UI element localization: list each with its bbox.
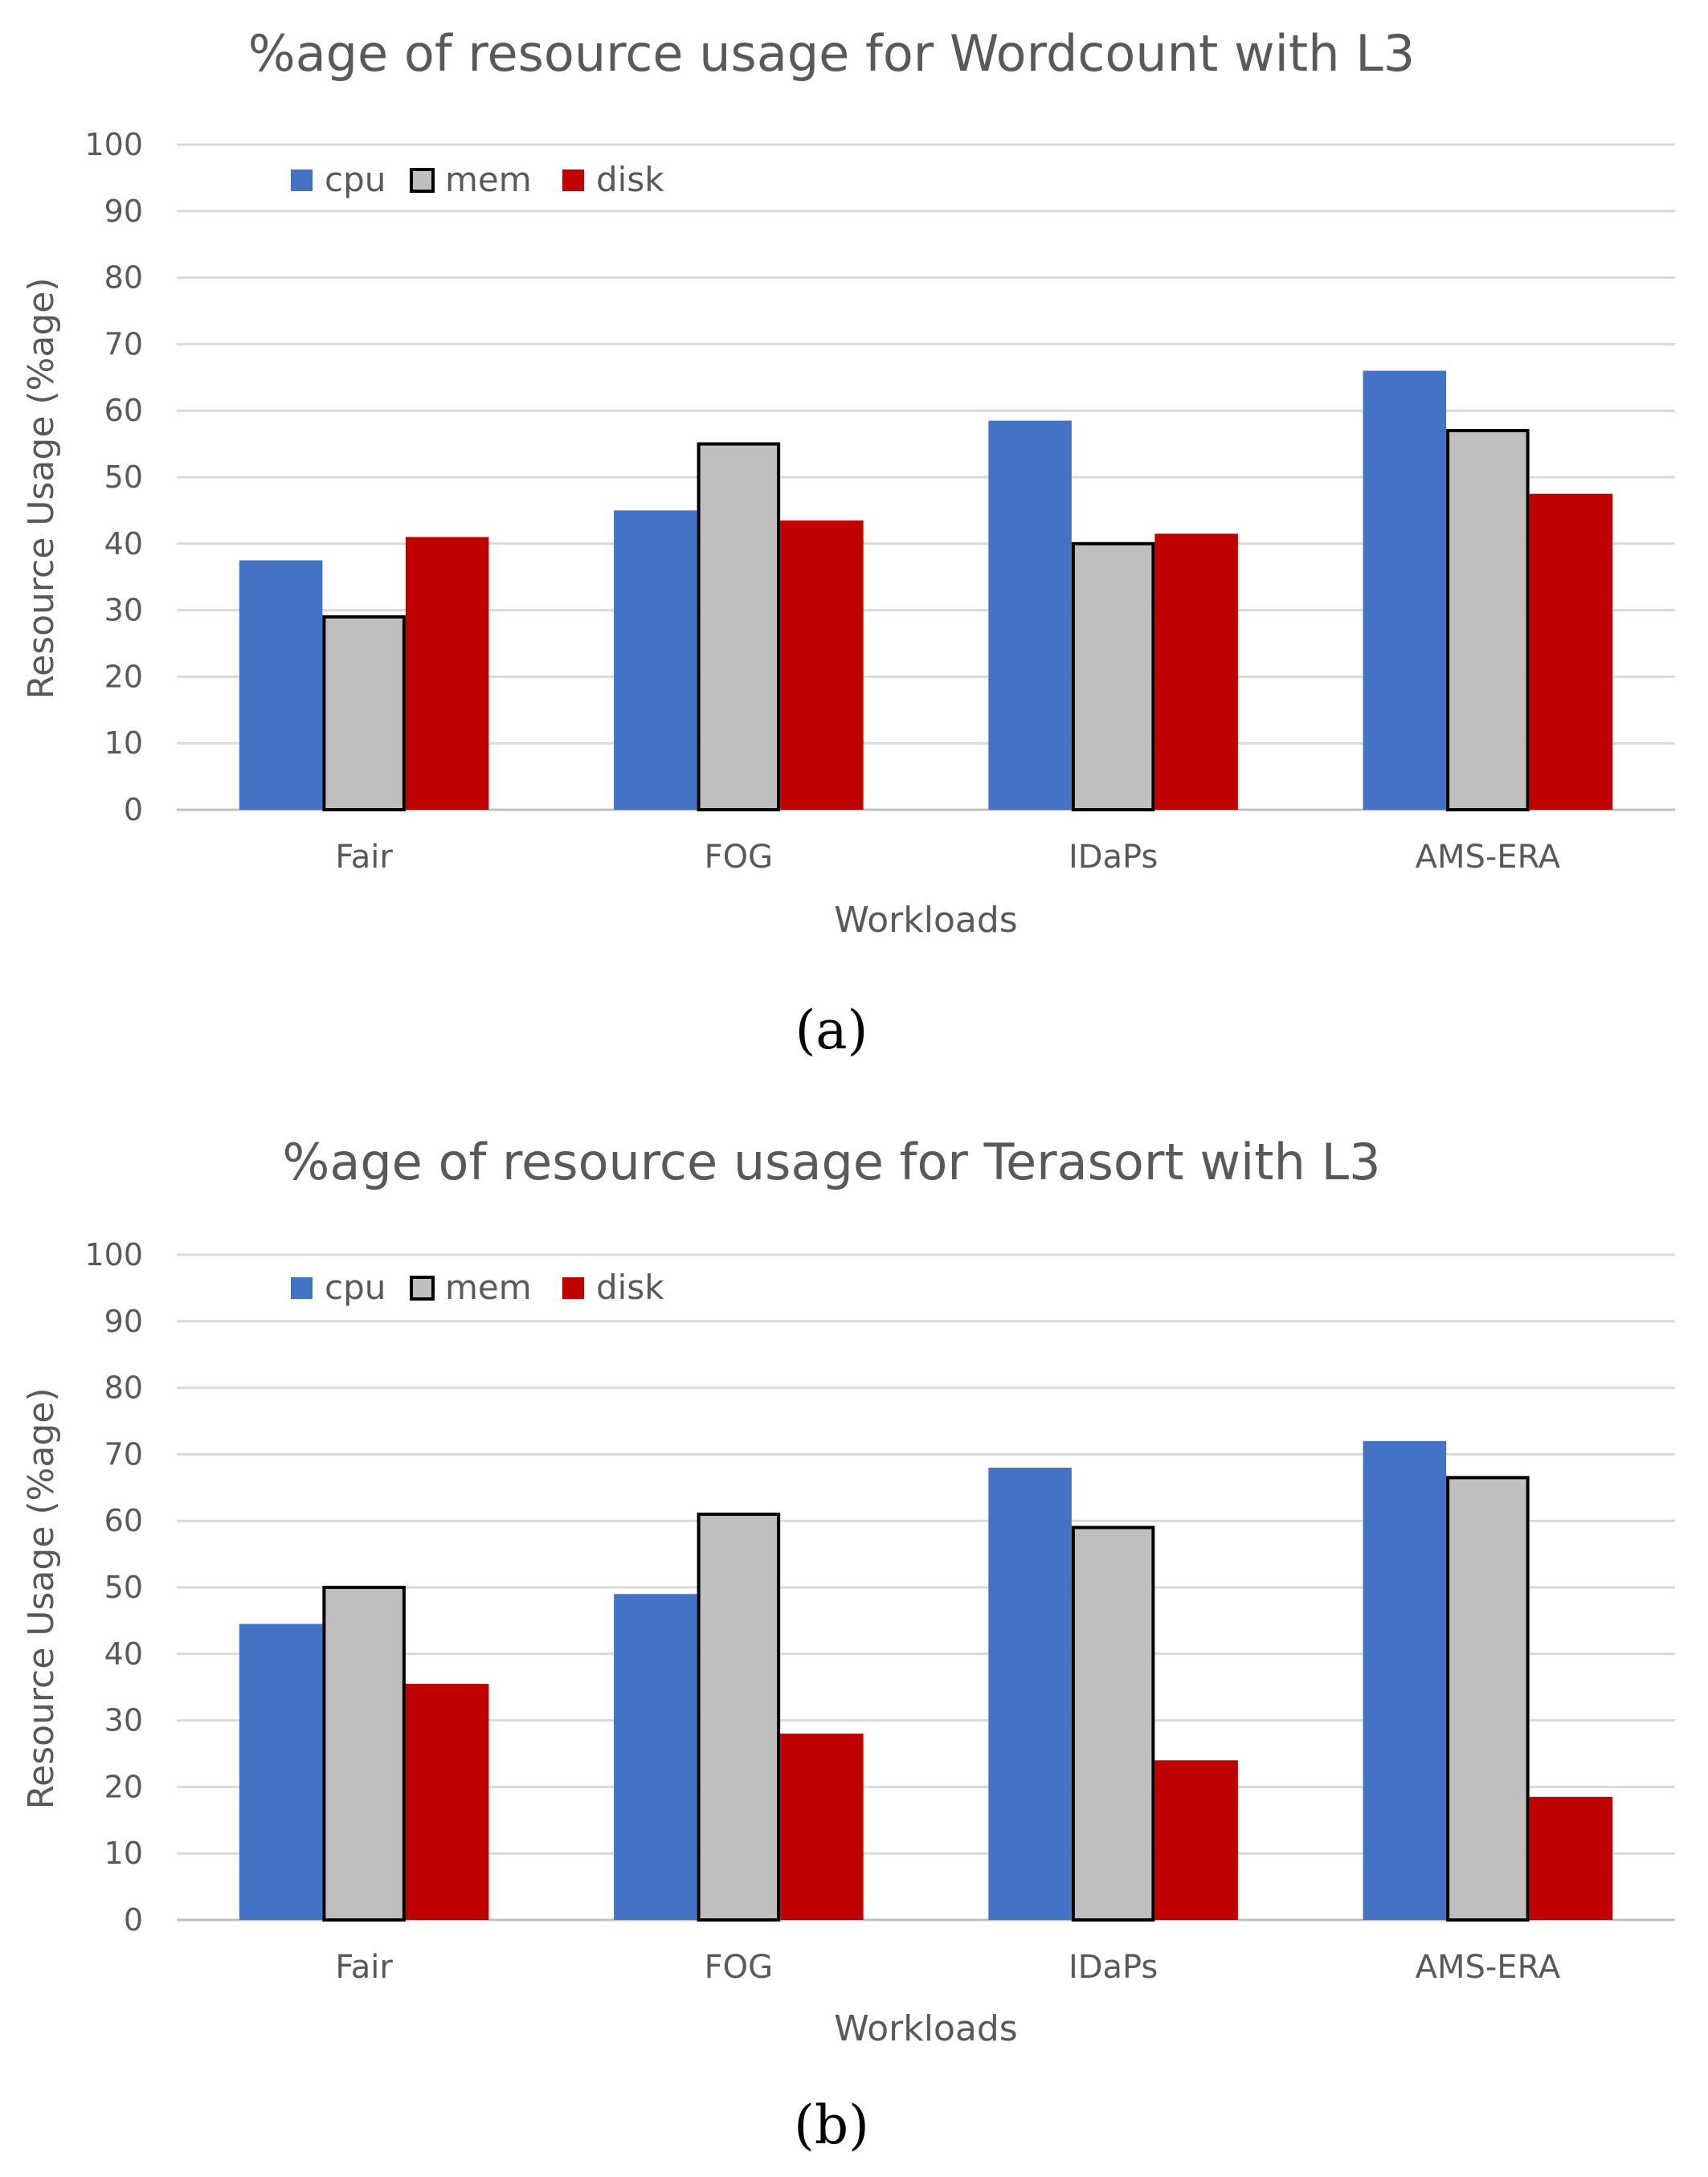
chart-a-legend-swatch-cpu [291,170,313,191]
chart-b-title: %age of resource usage for Terasort with… [282,1133,1380,1191]
chart-a-y-tick-label: 30 [104,593,143,628]
chart-b-bar-mem-idaps [1071,1526,1155,1922]
chart-a-y-tick-label: 70 [104,326,143,361]
chart-a-y-tick-label: 100 [84,127,143,162]
chart-b-legend-swatch-cpu [291,1277,313,1299]
chart-a-bar-cpu-fog [614,510,697,810]
chart-b-x-tick-label: Fair [335,1949,393,1986]
chart-a-bar-mem-ams-era [1446,429,1530,811]
chart-a-y-tick-label: 0 [124,792,143,827]
chart-b-y-tick-label: 50 [104,1570,143,1605]
chart-a-x-tick-label: Fair [335,839,393,876]
chart-a-y-tick-label: 90 [104,194,143,229]
chart-a-bar-cpu-idaps [988,420,1072,810]
chart-a-y-tick-label: 10 [104,725,143,761]
chart-b-bar-cpu-idaps [988,1467,1072,1920]
chart-a-y-tick-label: 50 [104,459,143,495]
chart-b-y-tick-label: 80 [104,1370,143,1406]
chart-b-y-tick-label: 70 [104,1436,143,1472]
chart-a-bar-disk-fog [780,520,864,810]
chart-b-legend-swatch-disk [562,1277,584,1299]
chart-b-y-tick-label: 30 [104,1703,143,1738]
chart-b-bar-mem-ams-era [1446,1476,1530,1922]
chart-a-panel-label: (a) [795,999,868,1061]
chart-b-bar-mem-fair [322,1586,406,1922]
chart-b-legend-label-cpu: cpu [325,1268,386,1307]
chart-b-legend-swatch-mem [410,1276,435,1301]
chart-a: %age of resource usage for Wordcount wit… [21,24,1675,1061]
chart-a-bar-disk-idaps [1154,533,1238,810]
chart-b-bar-mem-fog [697,1512,781,1922]
chart-a-x-tick-label: FOG [705,839,774,876]
chart-b: %age of resource usage for Terasort with… [21,1133,1675,2156]
chart-a-y-tick-label: 60 [104,393,143,428]
chart-b-bar-disk-idaps [1154,1760,1238,1920]
chart-a-x-tick-label: AMS-ERA [1416,839,1561,876]
chart-a-bar-cpu-fair [239,560,323,810]
chart-b-y-tick-label: 20 [104,1769,143,1804]
chart-b-y-tick-label: 40 [104,1636,143,1672]
chart-a-x-axis-title: Workloads [834,900,1017,941]
chart-b-bar-cpu-fair [239,1624,323,1920]
chart-a-y-tick-label: 80 [104,260,143,296]
chart-b-legend-label-mem: mem [445,1268,532,1307]
chart-b-x-tick-label: AMS-ERA [1416,1949,1561,1986]
chart-b-legend-label-disk: disk [596,1268,664,1307]
chart-a-x-tick-label: IDaPs [1069,839,1158,876]
chart-a-bar-mem-fair [322,615,406,811]
chart-b-y-tick-label: 0 [124,1902,143,1938]
chart-b-x-tick-label: FOG [705,1949,774,1986]
chart-b-bar-disk-ams-era [1529,1796,1613,1920]
chart-b-bar-cpu-fog [614,1594,697,1920]
chart-a-legend-label-cpu: cpu [325,160,386,199]
chart-b-y-axis-title: Resource Usage (%age) [21,1388,62,1810]
chart-b-x-tick-label: IDaPs [1069,1949,1158,1986]
chart-a-title: %age of resource usage for Wordcount wit… [248,24,1415,83]
chart-b-y-tick-label: 90 [104,1304,143,1339]
chart-a-bar-disk-ams-era [1529,493,1613,810]
chart-a-y-tick-label: 20 [104,659,143,694]
chart-b-x-axis-title: Workloads [834,2008,1017,2049]
chart-b-bar-disk-fog [780,1734,864,1920]
chart-b-y-tick-label: 100 [84,1237,143,1272]
chart-a-legend-swatch-disk [562,170,584,191]
chart-a-y-tick-label: 40 [104,526,143,562]
chart-b-y-tick-label: 60 [104,1503,143,1538]
chart-a-bar-cpu-ams-era [1363,370,1447,810]
chart-a-bar-disk-fair [405,537,489,810]
chart-a-bar-mem-fog [697,442,781,811]
chart-a-legend-swatch-mem [410,168,435,193]
chart-b-panel-label: (b) [794,2094,869,2156]
chart-a-legend-label-mem: mem [445,160,532,199]
chart-a-y-axis-title: Resource Usage (%age) [21,278,62,700]
chart-a-legend-label-disk: disk [596,160,664,199]
chart-b-y-tick-label: 10 [104,1836,143,1871]
chart-a-bar-mem-idaps [1071,541,1155,811]
chart-b-bar-disk-fair [405,1684,489,1920]
chart-b-bar-cpu-ams-era [1363,1440,1447,1920]
